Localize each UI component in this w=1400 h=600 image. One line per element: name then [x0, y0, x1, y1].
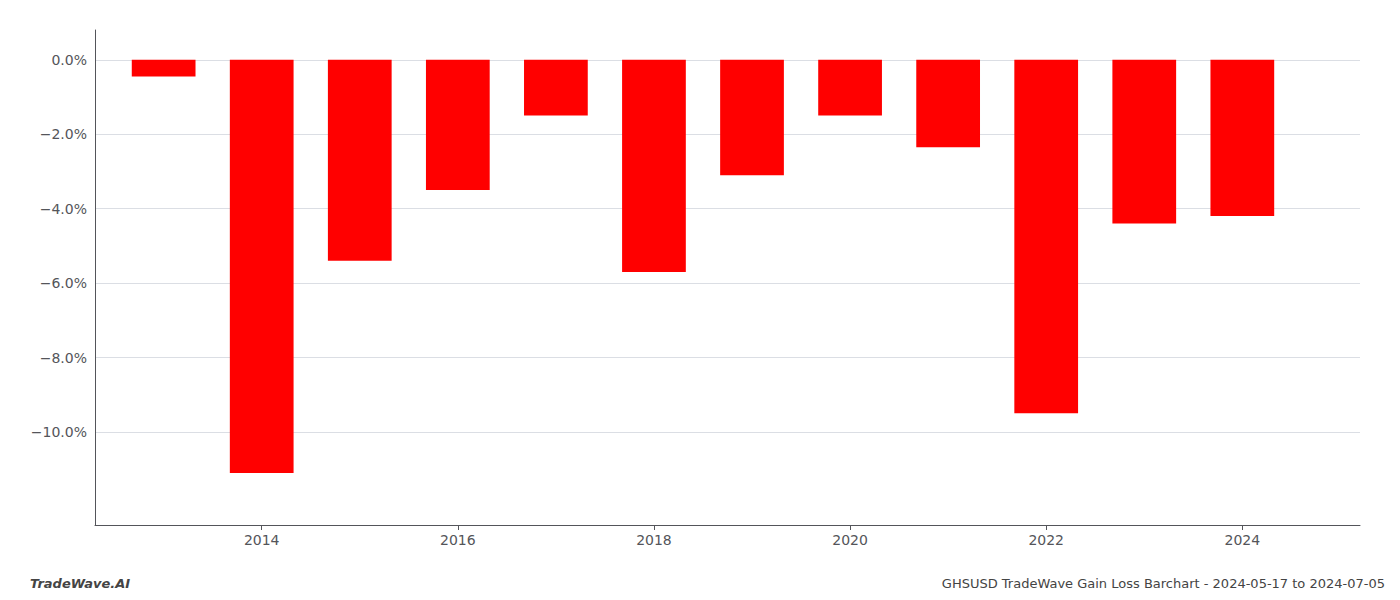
svg-text:−8.0%: −8.0%	[40, 350, 87, 366]
svg-text:−10.0%: −10.0%	[31, 424, 87, 440]
svg-text:2018: 2018	[636, 532, 672, 548]
svg-text:−4.0%: −4.0%	[40, 201, 87, 217]
svg-text:−2.0%: −2.0%	[40, 126, 87, 142]
svg-text:−6.0%: −6.0%	[40, 275, 87, 291]
svg-text:2016: 2016	[440, 532, 476, 548]
svg-text:GHSUSD TradeWave Gain Loss Bar: GHSUSD TradeWave Gain Loss Barchart - 20…	[942, 576, 1385, 591]
svg-text:0.0%: 0.0%	[51, 52, 87, 68]
svg-text:2014: 2014	[244, 532, 280, 548]
svg-text:2020: 2020	[832, 532, 868, 548]
svg-text:2022: 2022	[1028, 532, 1064, 548]
svg-text:2024: 2024	[1225, 532, 1261, 548]
svg-text:TradeWave.AI: TradeWave.AI	[30, 576, 130, 591]
